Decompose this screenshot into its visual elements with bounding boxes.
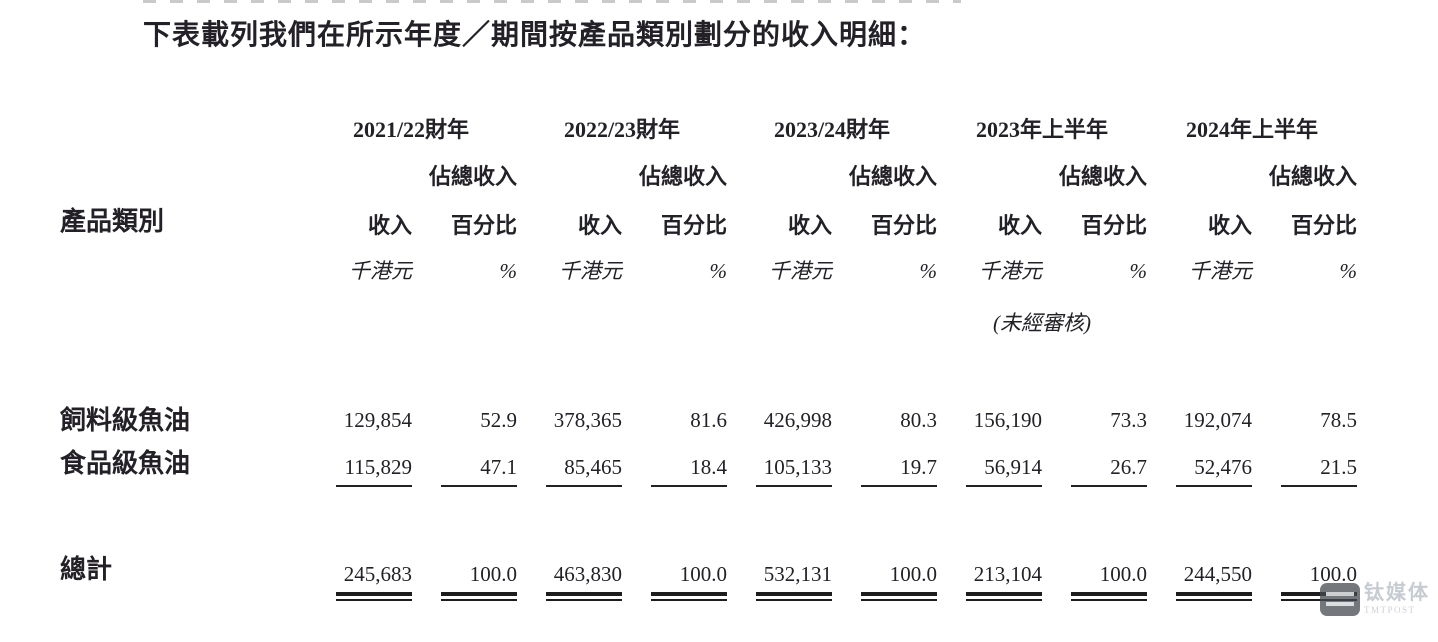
value-cell: 81.6	[690, 408, 727, 433]
period-header-2022-23: 2022/23財年	[563, 117, 681, 143]
period-header-2023-24: 2023/24財年	[773, 117, 891, 143]
table-row-feed-grade-fish-oil: 飼料級魚油 129,854 52.9 378,365 81.6 426,998 …	[60, 392, 1357, 437]
unit-percent: %	[1339, 259, 1358, 284]
tmtpost-watermark: 钛媒体 TMTPOST	[1320, 583, 1430, 616]
unit-percent: %	[499, 259, 518, 284]
percentage-header: 百分比	[1291, 213, 1358, 239]
row-label: 食品級魚油	[60, 448, 191, 478]
pct-of-revenue-header: 佔總收入	[1269, 164, 1358, 190]
value-cell: 52.9	[480, 408, 517, 433]
empty-cell	[517, 283, 727, 335]
value-cell: 73.3	[1110, 408, 1148, 433]
total-label: 總計	[60, 554, 113, 584]
cropped-text-artifact	[143, 0, 961, 3]
revenue-header: 收入	[787, 213, 832, 239]
value-cell: 100.0	[1042, 551, 1148, 601]
value-cell: 52,476	[1147, 437, 1253, 487]
row-header-product-category: 產品類別	[60, 206, 165, 236]
revenue-header: 收入	[367, 213, 412, 239]
value-cell: 18.4	[622, 437, 727, 487]
pct-of-revenue-header: 佔總收入	[1059, 164, 1148, 190]
revenue-header: 收入	[1208, 213, 1253, 239]
value-cell: 463,830	[517, 551, 622, 601]
page-title: 下表載列我們在所示年度／期間按產品類別劃分的收入明細：	[143, 20, 927, 51]
value-cell: 129,854	[343, 408, 412, 433]
value-cell: 47.1	[412, 437, 517, 487]
value-cell: 245,683	[210, 551, 412, 601]
empty-cell	[60, 142, 210, 189]
period-header-2024-h1: 2024年上半年	[1186, 117, 1319, 143]
unit-percent: %	[709, 259, 728, 284]
empty-cell	[1147, 142, 1252, 189]
table-row-food-grade-fish-oil: 食品級魚油 115,829 47.1 85,465 18.4 105,133 1…	[60, 437, 1358, 487]
pct-of-revenue-header: 佔總收入	[428, 164, 517, 190]
subheader-top-row: 佔總收入 佔總收入 佔總收入 佔總收入 佔總收入	[60, 142, 1357, 189]
value-cell: 80.3	[900, 408, 937, 433]
empty-cell	[60, 283, 210, 335]
spacer-row	[60, 487, 1357, 551]
value-cell: 192,074	[1183, 408, 1253, 433]
unaudited-note: (未經審核)	[993, 311, 1091, 336]
value-cell: 244,550	[1147, 551, 1253, 601]
subheader-main-row: 產品類別 收入 百分比 收入 百分比 收入 百分比 收入 百分比 收入 百分比	[60, 189, 1357, 238]
watermark-en-text: TMTPOST	[1364, 605, 1416, 615]
empty-cell	[517, 142, 622, 189]
period-header-row: 2021/22財年 2022/23財年 2023/24財年 2023年上半年 2…	[60, 88, 1357, 142]
revenue-header: 收入	[577, 213, 622, 239]
tmtpost-logo-icon	[1320, 583, 1360, 616]
unit-hkd-thousand: 千港元	[559, 259, 622, 284]
value-cell: 85,465	[517, 437, 622, 487]
revenue-by-product-table: 2021/22財年 2022/23財年 2023/24財年 2023年上半年 2…	[60, 88, 1358, 601]
unit-hkd-thousand: 千港元	[1189, 259, 1253, 284]
empty-cell	[727, 142, 832, 189]
empty-cell	[210, 142, 412, 189]
unit-hkd-thousand: 千港元	[769, 259, 832, 284]
value-cell: 115,829	[210, 437, 412, 487]
table-row-total: 總計 245,683 100.0 463,830 100.0 532,131 1…	[60, 551, 1358, 601]
period-header-2023-h1: 2023年上半年	[976, 117, 1109, 143]
value-cell: 56,914	[937, 437, 1042, 487]
value-cell: 19.7	[832, 437, 937, 487]
watermark-cn-text: 钛媒体	[1364, 582, 1430, 604]
pct-of-revenue-header: 佔總收入	[638, 164, 727, 190]
value-cell: 100.0	[1252, 551, 1358, 601]
empty-cell	[727, 283, 937, 335]
empty-cell	[60, 238, 210, 283]
period-header-2021-22: 2021/22財年	[352, 117, 470, 143]
empty-cell	[60, 88, 210, 142]
value-cell: 21.5	[1252, 437, 1358, 487]
value-cell: 532,131	[727, 551, 832, 601]
value-cell: 26.7	[1042, 437, 1148, 487]
percentage-header: 百分比	[660, 213, 727, 239]
value-cell: 100.0	[622, 551, 727, 601]
empty-cell	[937, 142, 1042, 189]
unit-percent: %	[1129, 259, 1148, 284]
empty-cell	[1147, 283, 1357, 335]
value-cell: 100.0	[832, 551, 937, 601]
units-row: 千港元 % 千港元 % 千港元 % 千港元 % 千港元 %	[60, 238, 1357, 283]
unit-hkd-thousand: 千港元	[349, 259, 412, 284]
revenue-header: 收入	[997, 213, 1042, 239]
unit-hkd-thousand: 千港元	[979, 259, 1042, 284]
value-cell: 213,104	[937, 551, 1042, 601]
unit-percent: %	[919, 259, 938, 284]
empty-cell	[210, 283, 517, 335]
value-cell: 100.0	[412, 551, 517, 601]
pct-of-revenue-header: 佔總收入	[848, 164, 937, 190]
percentage-header: 百分比	[870, 213, 937, 239]
row-label: 飼料級魚油	[60, 405, 191, 435]
percentage-header: 百分比	[1081, 213, 1148, 239]
spacer-row	[60, 335, 1357, 392]
percentage-header: 百分比	[450, 213, 517, 239]
value-cell: 105,133	[727, 437, 832, 487]
value-cell: 78.5	[1320, 408, 1358, 433]
value-cell: 156,190	[973, 408, 1042, 433]
value-cell: 378,365	[553, 408, 622, 433]
unaudited-note-row: (未經審核)	[60, 283, 1357, 335]
value-cell: 426,998	[763, 408, 832, 433]
